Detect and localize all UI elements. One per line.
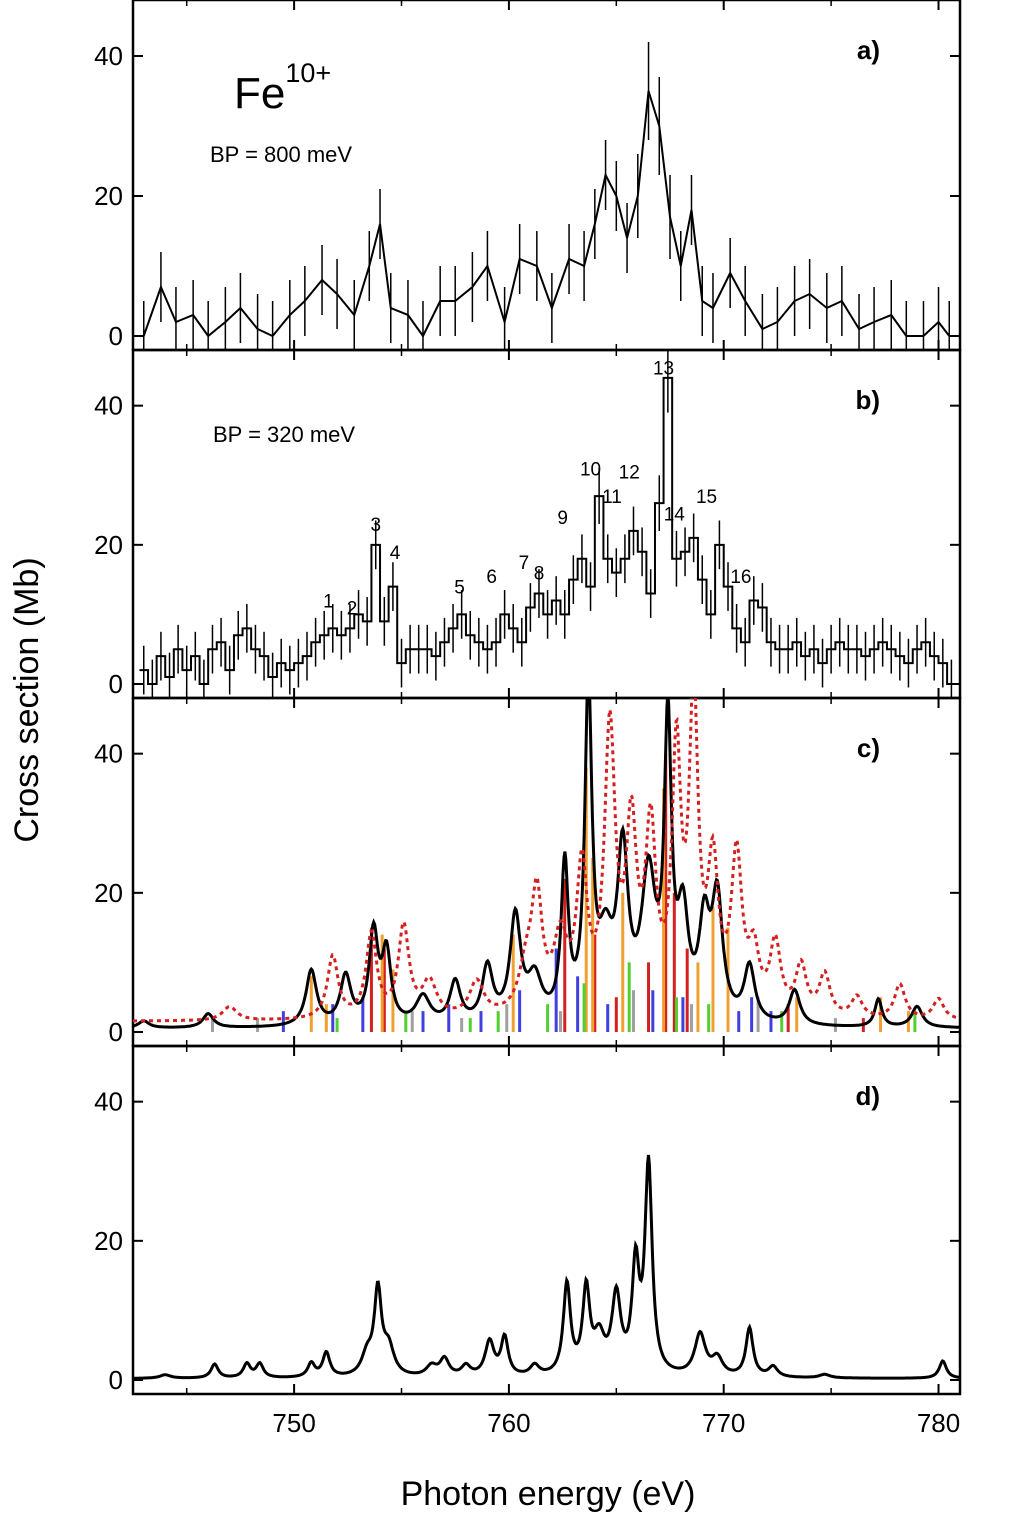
peak-label: 1 [323, 591, 334, 612]
panel-annotation: BP = 800 meV [210, 142, 352, 167]
plot-area [142, 42, 951, 350]
peak-label: 12 [619, 463, 640, 484]
panel-d: 0 20 40 750 760 770 780 d) [94, 1044, 962, 1438]
y-tick-label: 40 [94, 391, 123, 421]
panel-frame [131, 1044, 962, 1396]
theory-line [133, 698, 960, 1029]
panel-tag: a) [857, 35, 880, 65]
panel-a: 0 20 40 a) BP = 800 meV [94, 0, 962, 352]
peak-label: 4 [390, 543, 401, 564]
peak-label: 13 [653, 358, 674, 379]
plot-area [133, 698, 960, 1032]
peak-label: 9 [557, 508, 568, 529]
y-tick-label: 40 [94, 41, 123, 71]
peak-label: 11 [602, 487, 622, 508]
peak-label: 6 [486, 567, 497, 588]
panel-c: 0 20 40 c) [94, 696, 962, 1048]
y-tick-label: 0 [109, 321, 123, 351]
y-tick-label: 20 [94, 530, 123, 560]
peak-label: 16 [730, 567, 751, 588]
figure-title-superscript: 10+ [285, 58, 331, 88]
y-tick-label: 40 [94, 1087, 123, 1117]
y-tick-label: 0 [109, 669, 123, 699]
y-tick-label: 40 [94, 739, 123, 769]
peak-label: 3 [370, 515, 381, 536]
x-axis-title: Photon energy (eV) [401, 1475, 696, 1513]
theory-dotted-line [133, 698, 960, 1023]
peak-label: 10 [580, 459, 601, 480]
y-axis-title: Cross section (Mb) [8, 557, 46, 842]
panel-annotation: BP = 320 meV [213, 422, 355, 447]
y-tick-label: 20 [94, 1226, 123, 1256]
figure-title: Fe10+ [234, 58, 331, 118]
y-tick-label: 0 [109, 1017, 123, 1047]
x-tick-label: 770 [702, 1408, 745, 1438]
peak-label: 5 [454, 578, 465, 599]
panel-tag: d) [855, 1081, 880, 1111]
peak-label: 2 [347, 598, 358, 619]
figure-title-base: Fe [234, 69, 285, 118]
plot-area [139, 350, 956, 698]
y-tick-label: 0 [109, 1365, 123, 1395]
panel-tag: c) [857, 733, 880, 763]
data-line [142, 90, 951, 338]
panel-tag: b) [855, 385, 880, 415]
theory-line [133, 1154, 960, 1380]
x-tick-label: 750 [272, 1408, 315, 1438]
peak-label: 7 [519, 553, 530, 574]
y-tick-label: 20 [94, 878, 123, 908]
x-tick-label: 760 [487, 1408, 530, 1438]
peak-label: 14 [664, 504, 686, 525]
x-tick-label: 780 [917, 1408, 960, 1438]
peak-label: 8 [534, 564, 545, 585]
plot-area [133, 1154, 960, 1380]
peak-label: 15 [696, 487, 717, 508]
y-tick-label: 20 [94, 181, 123, 211]
